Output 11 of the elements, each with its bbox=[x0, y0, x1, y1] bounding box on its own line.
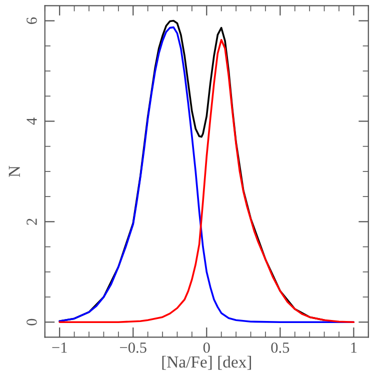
x-axis-title: [Na/Fe] [dex] bbox=[162, 356, 251, 370]
x-tick-label: 1 bbox=[351, 342, 357, 353]
y-tick-label: 6 bbox=[26, 17, 37, 24]
y-axis-title: N bbox=[8, 166, 20, 177]
x-tick-label: 0.5 bbox=[271, 342, 290, 353]
y-tick-label: 0 bbox=[26, 318, 37, 326]
x-tick-label: 0 bbox=[203, 342, 210, 353]
x-tick-label: −0.5 bbox=[120, 342, 146, 353]
x-tick-label: −1 bbox=[52, 342, 67, 353]
y-tick-label: 2 bbox=[26, 218, 37, 225]
y-tick-label: 4 bbox=[26, 118, 37, 125]
